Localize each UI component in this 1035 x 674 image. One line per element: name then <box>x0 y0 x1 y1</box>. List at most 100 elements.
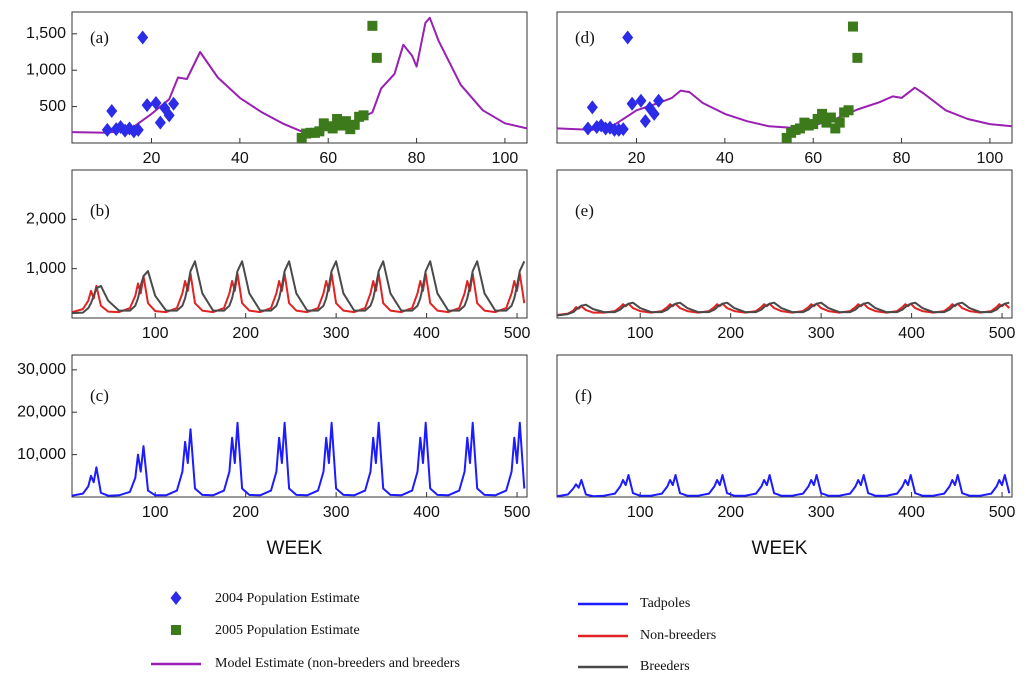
data-layer <box>557 21 1012 143</box>
panel-label: (f) <box>575 386 592 405</box>
square-marker <box>371 52 382 63</box>
x-axis-label: WEEK <box>267 538 323 559</box>
diamond-marker <box>132 122 144 137</box>
diamond-marker <box>101 122 113 137</box>
panel: 100 200 300 400 500 (e) <box>556 169 1016 342</box>
plot-frame <box>556 11 1013 144</box>
square-marker <box>847 21 858 32</box>
x-tick-label: 400 <box>413 504 440 521</box>
data-layer <box>72 260 526 315</box>
square-marker <box>834 117 845 128</box>
legend-left: 2004 Population Estimate 2005 Population… <box>215 591 460 671</box>
data-line <box>72 260 526 315</box>
x-tick-label: 40 <box>716 150 734 167</box>
diamond-marker <box>141 98 153 113</box>
square-marker <box>358 110 369 121</box>
x-tick-label: 500 <box>989 325 1016 342</box>
square-marker <box>830 123 841 134</box>
legend-label: Non-breeders <box>640 628 716 643</box>
square-marker <box>825 112 836 123</box>
plot-frame <box>556 354 1013 498</box>
y-tick-label: 2,000 <box>26 211 66 228</box>
square-marker <box>812 113 823 124</box>
diamond-marker <box>106 103 118 118</box>
y-tick-label: 30,000 <box>17 361 66 378</box>
x-axis-label: WEEK <box>752 538 808 559</box>
diamond-marker <box>128 124 140 139</box>
diamond-marker <box>137 30 149 45</box>
legend-label: Tadpoles <box>640 596 690 611</box>
panel: 20 40 60 80 100 (d) <box>556 11 1013 167</box>
plot-frame <box>71 169 528 319</box>
diamond-marker <box>154 115 166 130</box>
square-marker <box>817 108 828 119</box>
plot-frame <box>71 354 528 498</box>
data-layer <box>72 16 527 143</box>
y-tick-label: 20,000 <box>17 403 66 420</box>
x-tick-label: 60 <box>804 150 822 167</box>
square-marker <box>808 119 819 130</box>
square-marker <box>852 52 863 63</box>
diamond-marker <box>635 93 647 108</box>
plot-frame <box>71 11 528 144</box>
legend-swatch <box>171 625 181 635</box>
panel-label: (d) <box>575 28 595 47</box>
legend-label: Model Estimate (non-breeders and breeder… <box>215 656 460 671</box>
panel-label: (e) <box>575 201 594 220</box>
x-tick-label: 300 <box>323 504 350 521</box>
legend-right: Tadpoles Non-breeders Breeders <box>640 596 716 674</box>
panel: 1,000 2,000 100 200 300 400 500 (b) <box>26 169 530 342</box>
x-tick-label: 20 <box>628 150 646 167</box>
legend-label: 2004 Population Estimate <box>215 591 360 606</box>
x-tick-label: 300 <box>808 325 835 342</box>
x-tick-label: 60 <box>319 150 337 167</box>
panel-label: (c) <box>90 386 109 405</box>
y-tick-label: 1,000 <box>26 61 66 78</box>
square-marker <box>314 126 325 137</box>
x-tick-label: 40 <box>231 150 249 167</box>
diamond-marker <box>586 100 598 115</box>
x-tick-label: 200 <box>717 504 744 521</box>
x-tick-label: 100 <box>977 150 1004 167</box>
x-tick-label: 100 <box>627 504 654 521</box>
x-tick-label: 400 <box>898 504 925 521</box>
x-tick-label: 80 <box>893 150 911 167</box>
diamond-marker <box>626 96 638 111</box>
diamond-marker <box>168 96 180 111</box>
diamond-marker <box>595 118 607 133</box>
x-tick-label: 100 <box>142 504 169 521</box>
legend-label: 2005 Population Estimate <box>215 623 360 638</box>
panel-label: (b) <box>90 201 110 220</box>
panel-label: (a) <box>90 28 109 47</box>
legend-label: Breeders <box>640 659 690 674</box>
y-tick-label: 500 <box>39 98 66 115</box>
y-tick-label: 1,500 <box>26 25 66 42</box>
diamond-marker <box>648 106 660 121</box>
diamond-marker <box>163 108 175 123</box>
plot-frame <box>556 169 1013 319</box>
data-line <box>557 301 1010 317</box>
x-tick-label: 200 <box>232 325 259 342</box>
diamond-marker <box>582 121 594 136</box>
x-tick-label: 300 <box>808 504 835 521</box>
x-tick-label: 200 <box>232 504 259 521</box>
diamond-marker <box>639 114 651 129</box>
x-tick-label: 300 <box>323 325 350 342</box>
data-layer <box>557 301 1010 317</box>
x-tick-label: 400 <box>413 325 440 342</box>
panel: 500 1,000 1,500 20 40 60 80 100 (a) <box>26 11 528 167</box>
x-tick-label: 500 <box>504 504 531 521</box>
panel: 100 200 300 400 500 (f) WEEK <box>556 354 1016 559</box>
data-line <box>557 86 1012 131</box>
square-marker <box>843 105 854 116</box>
y-tick-label: 1,000 <box>26 260 66 277</box>
square-marker <box>349 119 360 130</box>
x-tick-label: 500 <box>989 504 1016 521</box>
x-tick-label: 20 <box>143 150 161 167</box>
data-line <box>72 421 526 497</box>
square-marker <box>821 117 832 128</box>
square-marker <box>327 123 338 134</box>
x-tick-label: 100 <box>142 325 169 342</box>
square-marker <box>794 123 805 134</box>
panel: 10,000 20,000 30,000 100 200 300 400 500 (c) WEEK <box>17 354 531 559</box>
